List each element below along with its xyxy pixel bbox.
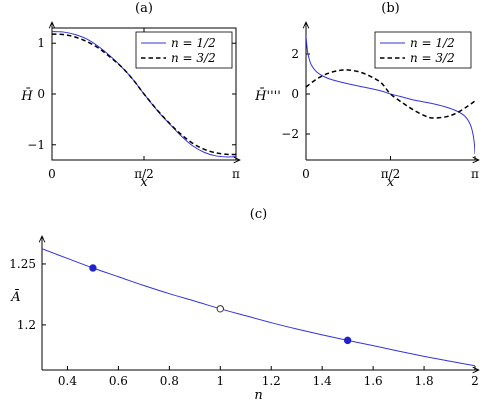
legend: n = 1/2n = 3/2 [135, 31, 233, 69]
panel-3: (c) 0.4 0.6 0.8 1 1.2 1.4 1.6 1.8 2 1.2 1.25 n Ā [9, 207, 479, 403]
y-tick-label: −2 [281, 127, 299, 141]
y-axis-label: Ā [10, 289, 20, 305]
series-line-2 [306, 69, 475, 119]
y-axis-label: H̄ [20, 88, 33, 104]
legend: n = 1/2n = 3/2 [374, 31, 472, 69]
x-axis-label: x [387, 175, 395, 190]
legend-label: n = 1/2 [410, 36, 455, 50]
data-point [89, 264, 97, 272]
series-line-1 [306, 35, 475, 155]
legend-box [374, 31, 472, 69]
data-point [343, 336, 352, 345]
panel-label: (b) [381, 1, 399, 16]
panel-label: (c) [250, 207, 267, 222]
x-tick-label: 0.4 [58, 374, 77, 388]
x-tick-label: 1.2 [262, 374, 281, 388]
x-tick-label: 1.4 [313, 374, 332, 388]
x-tick-label: 1 [216, 374, 224, 388]
x-tick-label: π [471, 167, 479, 181]
series-line-1 [42, 248, 475, 367]
x-tick-label: 0.8 [160, 374, 179, 388]
y-tick-label: 1 [37, 36, 45, 50]
x-axis-label: x [140, 175, 148, 190]
data-point [216, 305, 224, 313]
series-line-2 [52, 33, 236, 156]
x-axis-label: n [254, 388, 262, 403]
y-tick-label: −1 [27, 138, 45, 152]
x-tick-label: 1.6 [364, 374, 383, 388]
legend-label: n = 1/2 [171, 36, 216, 50]
y-axis-label: H̄'''' [254, 88, 281, 104]
legend-label: n = 3/2 [410, 51, 455, 65]
x-tick-label: 0.6 [109, 374, 128, 388]
legend-box [135, 31, 233, 69]
y-tick-label: 0 [291, 87, 299, 101]
panel-label: (a) [135, 1, 153, 16]
y-tick-label: 0 [37, 87, 45, 101]
x-tick-label: 0 [48, 167, 56, 181]
y-tick-label: 2 [291, 47, 299, 61]
y-tick-label: 1.25 [9, 257, 36, 271]
x-tick-label: 2 [471, 374, 479, 388]
x-tick-label: 0 [302, 167, 310, 181]
x-tick-label: 1.8 [415, 374, 434, 388]
y-tick-label: 1.2 [17, 318, 36, 332]
panel-2: (b) 0 π/2 π −2 0 2 x H̄'''' n = 1/2n = 3/2 [254, 1, 479, 190]
x-tick-label: π/2 [134, 167, 154, 181]
x-tick-label: π [232, 167, 240, 181]
legend-label: n = 3/2 [171, 51, 216, 65]
panel-1: (a) 0 π/2 π −1 0 1 x H̄ n = 1/2n = 3/2 [20, 1, 240, 190]
x-tick-label: π/2 [381, 167, 401, 181]
